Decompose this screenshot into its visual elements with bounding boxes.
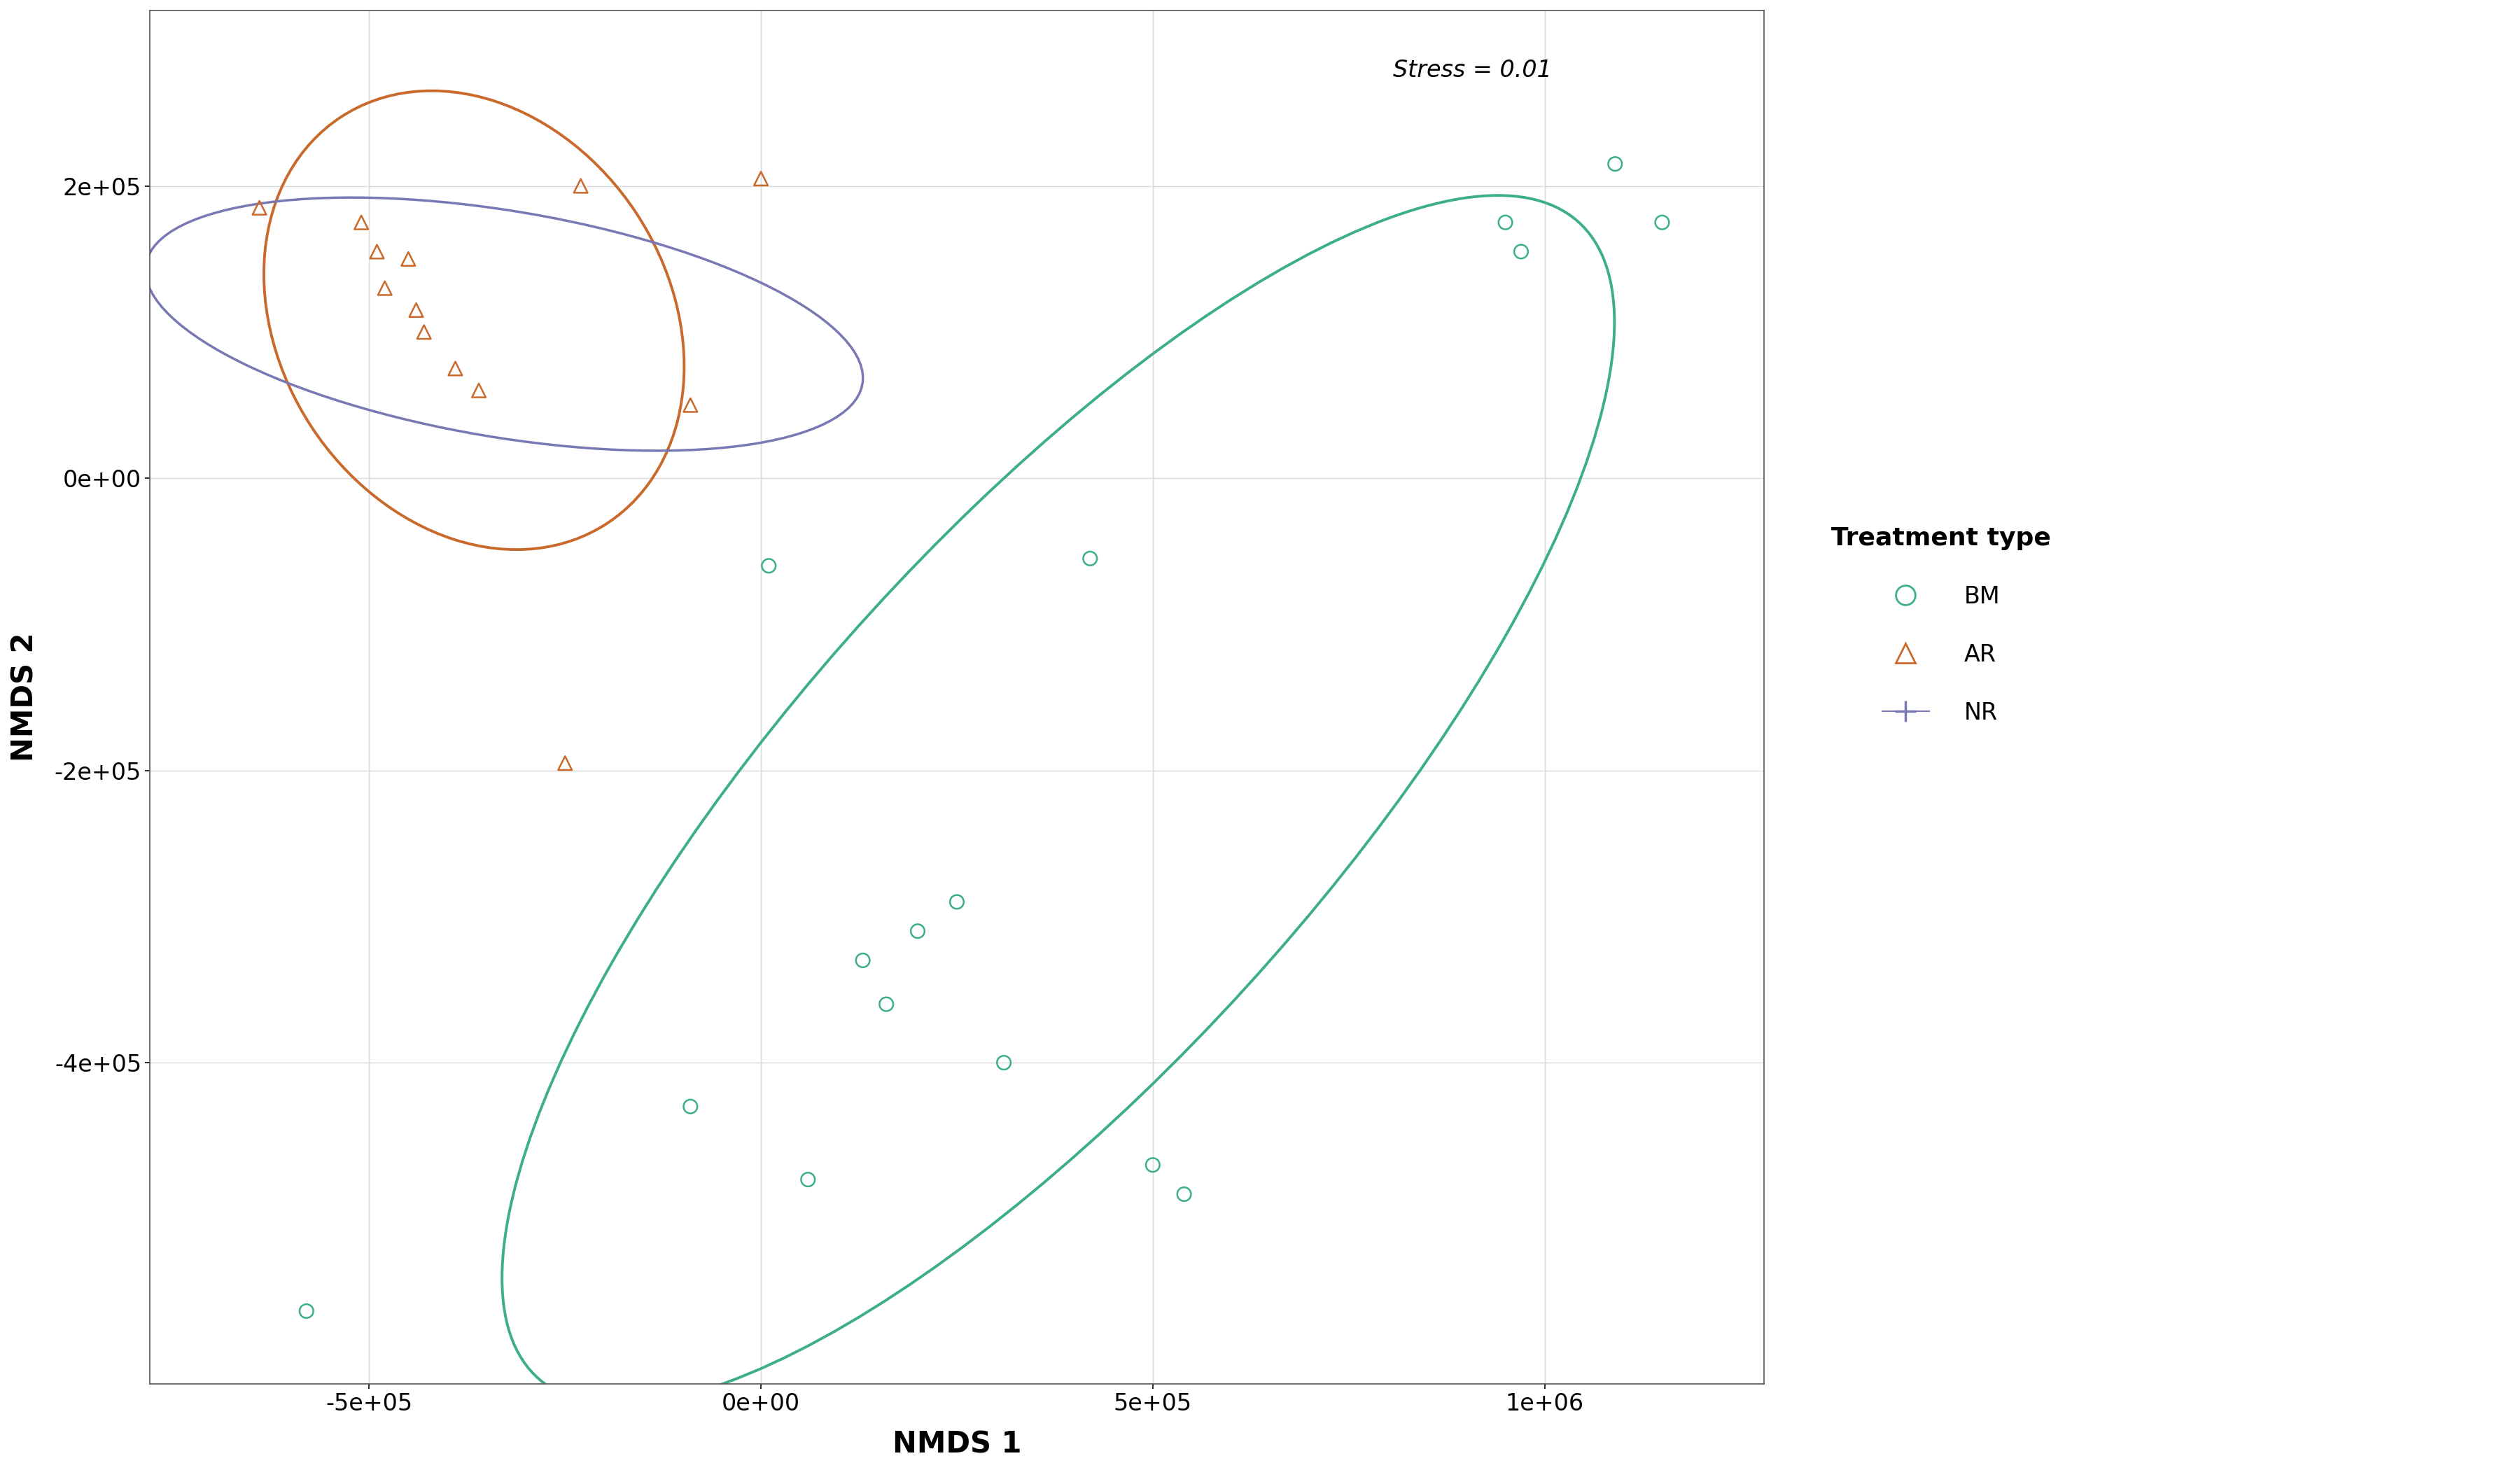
Y-axis label: NMDS 2: NMDS 2 [10,632,40,761]
Point [804,254,844,278]
Point [325,291,365,315]
Point [1131,1152,1172,1176]
Point [1643,210,1683,234]
Point [358,240,398,263]
Point [622,276,663,300]
Point [396,357,436,381]
Point [559,173,600,197]
Point [789,1167,829,1191]
Point [748,554,789,578]
Point [1071,547,1111,570]
Point [365,276,406,300]
Point [340,210,381,234]
Point [302,254,343,278]
Point [544,751,585,775]
Point [983,1051,1023,1075]
Point [1164,1182,1205,1205]
Point [396,298,436,322]
Point [912,554,953,578]
Point [239,196,280,219]
Point [388,247,428,270]
Point [318,254,358,278]
Point [444,372,484,395]
Point [842,948,882,972]
Point [340,313,381,337]
Point [670,394,711,417]
Point [1484,210,1525,234]
X-axis label: NMDS 1: NMDS 1 [892,1430,1021,1460]
Point [459,379,499,403]
Point [436,357,476,381]
Point [867,992,907,1016]
Legend: BM, AR, NR: BM, AR, NR [1807,503,2074,748]
Point [224,240,265,263]
Point [1502,240,1542,263]
Text: Stress = 0.01: Stress = 0.01 [1394,59,1552,82]
Point [403,320,444,344]
Point [365,350,406,373]
Point [890,276,930,300]
Point [670,1095,711,1119]
Point [937,891,978,914]
Point [348,269,388,293]
Point [897,919,937,942]
Point [287,1299,328,1323]
Point [741,166,781,190]
Point [1595,153,1635,176]
